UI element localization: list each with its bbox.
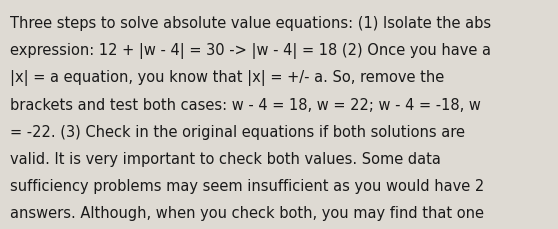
Text: sufficiency problems may seem insufficient as you would have 2: sufficiency problems may seem insufficie… [10, 178, 484, 193]
Text: |x| = a equation, you know that |x| = +/- a. So, remove the: |x| = a equation, you know that |x| = +/… [10, 70, 444, 86]
Text: answers. Although, when you check both, you may find that one: answers. Although, when you check both, … [10, 205, 484, 220]
Text: expression: 12 + |w - 4| = 30 -> |w - 4| = 18 (2) Once you have a: expression: 12 + |w - 4| = 30 -> |w - 4|… [10, 43, 491, 59]
Text: valid. It is very important to check both values. Some data: valid. It is very important to check bot… [10, 151, 441, 166]
Text: brackets and test both cases: w - 4 = 18, w = 22; w - 4 = -18, w: brackets and test both cases: w - 4 = 18… [10, 97, 481, 112]
Text: = -22. (3) Check in the original equations if both solutions are: = -22. (3) Check in the original equatio… [10, 124, 465, 139]
Text: Three steps to solve absolute value equations: (1) Isolate the abs: Three steps to solve absolute value equa… [10, 16, 491, 31]
